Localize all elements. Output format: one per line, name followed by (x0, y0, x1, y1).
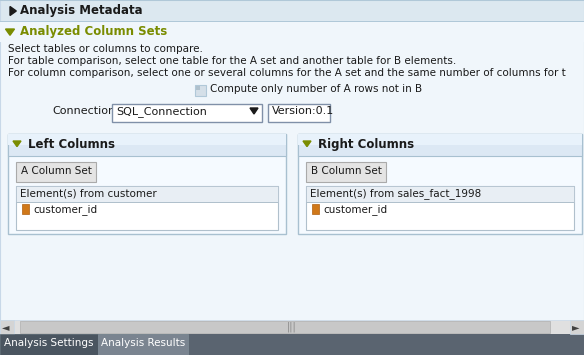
Bar (16, 202, 278, 203)
Polygon shape (250, 108, 258, 114)
Bar (0, 320, 584, 334)
Bar (8, 134, 286, 234)
Text: Compute only number of A rows not in B: Compute only number of A rows not in B (210, 84, 422, 94)
Text: Select tables or columns to compare.: Select tables or columns to compare. (8, 44, 203, 54)
Text: Element(s) from sales_fact_1998: Element(s) from sales_fact_1998 (310, 188, 481, 199)
Text: customer_id: customer_id (33, 204, 97, 215)
Bar (306, 202, 574, 203)
Polygon shape (13, 141, 21, 147)
Text: Left Columns: Left Columns (28, 138, 115, 151)
Text: Connection:: Connection: (52, 106, 119, 116)
Bar (20, 321, 550, 333)
Bar (0, 21, 584, 22)
Bar (98, 334, 188, 355)
Bar (0, 22, 584, 334)
Text: Analysis Results: Analysis Results (101, 338, 185, 348)
Bar (0, 22, 584, 42)
Text: For column comparison, select one or several columns for the A set and the same : For column comparison, select one or sev… (8, 68, 566, 78)
Bar (298, 134, 582, 156)
Bar (0, 334, 98, 355)
Bar (16, 186, 278, 230)
Text: ◄: ◄ (2, 322, 9, 332)
Polygon shape (10, 6, 16, 16)
Bar (0, 320, 14, 334)
Bar (8, 134, 286, 156)
Text: A Column Set: A Column Set (20, 166, 92, 176)
Bar (0, 0, 584, 1)
Bar (306, 162, 386, 182)
Bar (22, 204, 29, 214)
Bar (0, 334, 584, 355)
Text: ►: ► (572, 322, 579, 332)
Bar (195, 85, 206, 96)
Text: Right Columns: Right Columns (318, 138, 414, 151)
Bar (312, 204, 319, 214)
Text: SQL_Connection: SQL_Connection (116, 106, 207, 117)
Polygon shape (5, 29, 15, 35)
Text: Analysis Metadata: Analysis Metadata (20, 4, 142, 17)
Text: B Column Set: B Column Set (311, 166, 381, 176)
Bar (306, 186, 574, 202)
Bar (298, 134, 582, 145)
Bar (196, 86, 200, 90)
Polygon shape (303, 141, 311, 147)
Bar (16, 162, 96, 182)
Bar (298, 134, 582, 234)
Bar (8, 134, 286, 145)
Bar (306, 186, 574, 230)
Text: Element(s) from customer: Element(s) from customer (20, 188, 157, 198)
Text: Version:0.1: Version:0.1 (272, 106, 334, 116)
Text: Analyzed Column Sets: Analyzed Column Sets (20, 25, 167, 38)
Bar (570, 320, 584, 334)
Bar (16, 186, 278, 202)
Text: |||: ||| (287, 322, 297, 333)
Text: For table comparison, select one table for the A set and another table for B ele: For table comparison, select one table f… (8, 56, 456, 66)
Text: customer_id: customer_id (323, 204, 387, 215)
Bar (0, 0, 584, 22)
Bar (112, 104, 262, 122)
Text: Analysis Settings: Analysis Settings (4, 338, 94, 348)
Bar (268, 104, 330, 122)
